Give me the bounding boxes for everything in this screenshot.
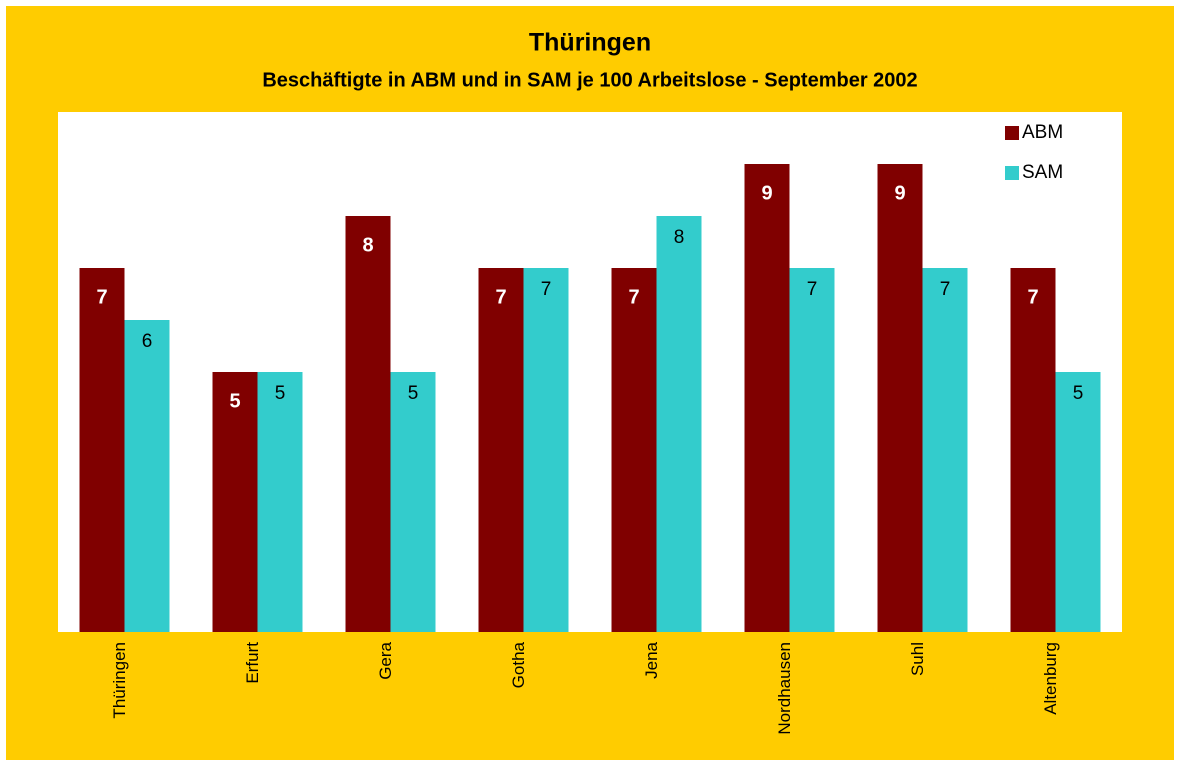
data-label: 7: [807, 279, 818, 300]
data-label: 7: [96, 286, 107, 308]
bar: [1055, 372, 1101, 632]
bar: [877, 164, 923, 632]
legend-label: SAM: [1022, 162, 1063, 183]
bar: [789, 268, 835, 632]
bar: [79, 268, 125, 632]
data-label: 7: [940, 279, 951, 300]
bar: [390, 372, 436, 632]
x-tick-label: Suhl: [908, 642, 927, 676]
bar: [922, 268, 968, 632]
data-label: 9: [761, 182, 772, 204]
bar: [611, 268, 657, 632]
bar: [656, 216, 702, 632]
data-label: 8: [362, 234, 373, 256]
data-label: 7: [495, 286, 506, 308]
bar: [345, 216, 391, 632]
bar: [478, 268, 524, 632]
legend-swatch: [1005, 126, 1019, 140]
x-tick-label: Altenburg: [1041, 642, 1060, 715]
data-label: 8: [674, 227, 685, 248]
x-tick-label: Erfurt: [243, 642, 262, 684]
bar: [523, 268, 569, 632]
chart-subtitle: Beschäftigte in ABM und in SAM je 100 Ar…: [262, 69, 917, 91]
data-label: 7: [1027, 286, 1038, 308]
data-label: 5: [229, 390, 240, 412]
data-label: 7: [628, 286, 639, 308]
x-tick-label: Thüringen: [110, 642, 129, 719]
bar: [212, 372, 258, 632]
chart-title: Thüringen: [529, 29, 651, 57]
bar: [744, 164, 790, 632]
legend-swatch: [1005, 166, 1019, 180]
data-label: 7: [541, 279, 552, 300]
bar: [124, 320, 170, 632]
data-label: 6: [142, 331, 153, 352]
x-tick-label: Jena: [642, 641, 661, 678]
x-tick-label: Gera: [376, 641, 395, 679]
bar: [1010, 268, 1056, 632]
x-tick-label: Nordhausen: [775, 642, 794, 735]
data-label: 5: [408, 383, 419, 404]
x-tick-label: Gotha: [509, 641, 528, 688]
data-label: 5: [275, 383, 286, 404]
data-label: 9: [894, 182, 905, 204]
data-label: 5: [1073, 383, 1084, 404]
bar: [257, 372, 303, 632]
legend-label: ABM: [1022, 122, 1063, 143]
